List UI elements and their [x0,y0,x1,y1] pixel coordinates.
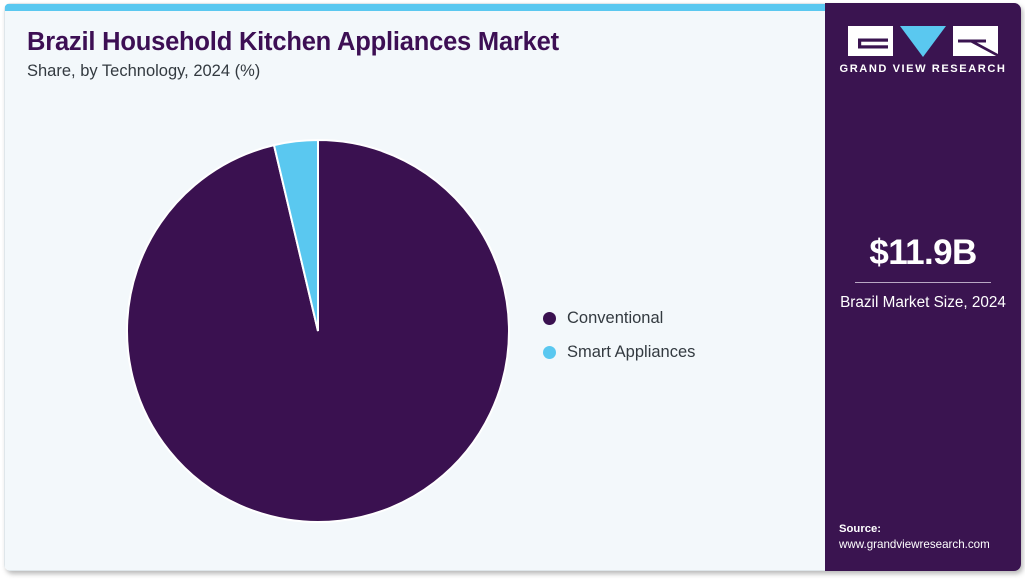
brand-wordmark: GRAND VIEW RESEARCH [839,63,1007,75]
legend-swatch-icon [543,345,556,359]
legend-item-conventional[interactable]: Conventional [543,301,783,335]
source-label: Source: [839,522,882,535]
market-size-value: $11.9B [869,233,977,272]
top-accent-bar [5,4,826,11]
legend-item-label: Smart Appliances [567,342,696,361]
source-block: Source: www.grandviewresearch.com [839,521,1019,554]
gvr-logo-icon [848,26,998,57]
legend-item-smart-appliances[interactable]: Smart Appliances [543,335,783,369]
title-block: Brazil Household Kitchen Appliances Mark… [27,28,807,81]
sidebar-panel: GRAND VIEW RESEARCH $11.9B Brazil Market… [825,3,1021,571]
brand-logo: GRAND VIEW RESEARCH [825,25,1021,75]
pie-slice[interactable] [272,138,319,332]
chart-legend: Conventional Smart Appliances [543,301,783,369]
pie-slice-group [126,138,510,523]
pie-chart [123,136,513,526]
market-size-stat: $11.9B Brazil Market Size, 2024 [825,235,1021,314]
page-title: Brazil Household Kitchen Appliances Mark… [27,28,559,56]
page-subtitle: Share, by Technology, 2024 (%) [27,61,261,80]
infographic-card: Brazil Household Kitchen Appliances Mark… [4,3,1021,571]
legend-swatch-icon [543,311,556,325]
chart-panel: Brazil Household Kitchen Appliances Mark… [4,3,826,571]
stat-divider [855,282,991,283]
source-url[interactable]: www.grandviewresearch.com [839,538,990,552]
legend-item-label: Conventional [567,308,664,327]
market-size-caption: Brazil Market Size, 2024 [840,294,1006,311]
pie-chart-svg [126,138,510,523]
